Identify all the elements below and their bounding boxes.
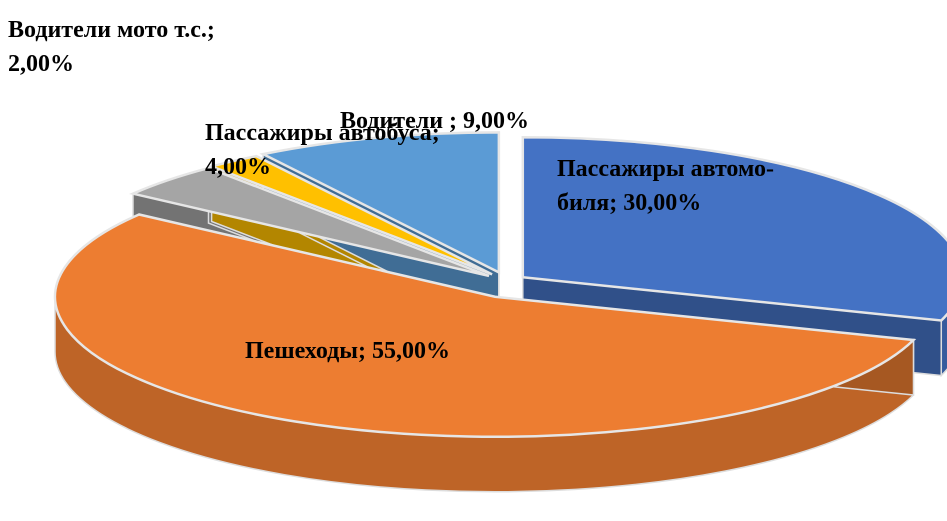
data-label: Пассажиры автомо-биля; 30,00% [557, 156, 774, 216]
data-label: Водители ; 9,00% [340, 108, 529, 134]
data-label: Водители мото т.с.; 2,00% [8, 17, 215, 77]
slice [129, 166, 490, 278]
slice [53, 213, 917, 438]
slice [521, 135, 947, 322]
data-label: Пассажиры автобуса; 4,00% [205, 120, 440, 180]
slice [259, 131, 501, 275]
slice [207, 154, 493, 276]
data-label: Пешеходы; 55,00% [245, 338, 450, 364]
